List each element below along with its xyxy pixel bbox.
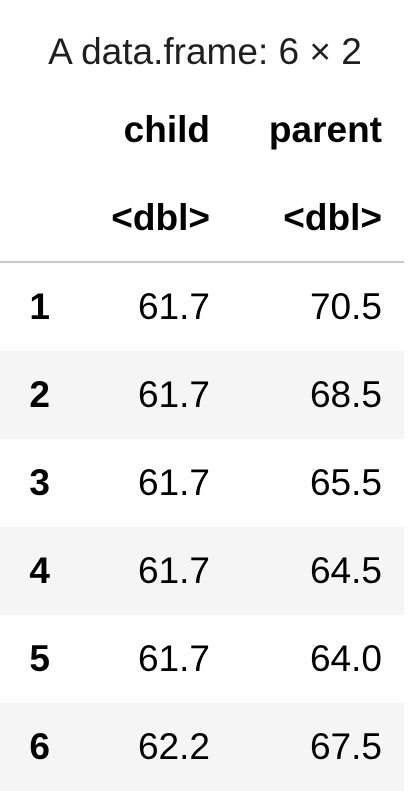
cell-parent: 64.5 (309, 550, 382, 591)
cell-parent: 65.5 (309, 462, 382, 503)
cell-child: 61.7 (137, 638, 210, 679)
header-divider (0, 261, 404, 263)
cell-child: 61.7 (137, 286, 210, 327)
row-index: 6 (29, 726, 50, 767)
column-header-row: child parent (0, 86, 404, 174)
table-row: 4 61.7 64.5 (0, 527, 404, 615)
cell-parent: 64.0 (309, 638, 382, 679)
cell-parent: 68.5 (309, 374, 382, 415)
column-type-row: <dbl> <dbl> (0, 174, 404, 262)
cell-child: 61.7 (137, 374, 210, 415)
column-header-child: child (123, 109, 210, 150)
table-caption: A data.frame: 6 × 2 (48, 31, 362, 72)
table-row: 1 61.7 70.5 (0, 263, 404, 351)
cell-parent: 70.5 (309, 286, 382, 327)
row-index: 1 (29, 286, 50, 327)
table-row: 5 61.7 64.0 (0, 615, 404, 703)
table-row: 3 61.7 65.5 (0, 439, 404, 527)
table-row: 2 61.7 68.5 (0, 351, 404, 439)
row-index: 3 (29, 462, 50, 503)
table-row: 6 62.2 67.5 (0, 703, 404, 791)
row-index: 5 (29, 638, 50, 679)
column-type-child: <dbl> (111, 197, 210, 238)
table-body: 1 61.7 70.5 2 61.7 68.5 3 61.7 65.5 4 61… (0, 263, 404, 791)
column-type-parent: <dbl> (283, 197, 382, 238)
cell-child: 62.2 (137, 726, 210, 767)
row-index: 4 (29, 550, 50, 591)
cell-child: 61.7 (137, 550, 210, 591)
cell-parent: 67.5 (309, 726, 382, 767)
row-index: 2 (29, 374, 50, 415)
cell-child: 61.7 (137, 462, 210, 503)
column-header-parent: parent (268, 109, 382, 150)
